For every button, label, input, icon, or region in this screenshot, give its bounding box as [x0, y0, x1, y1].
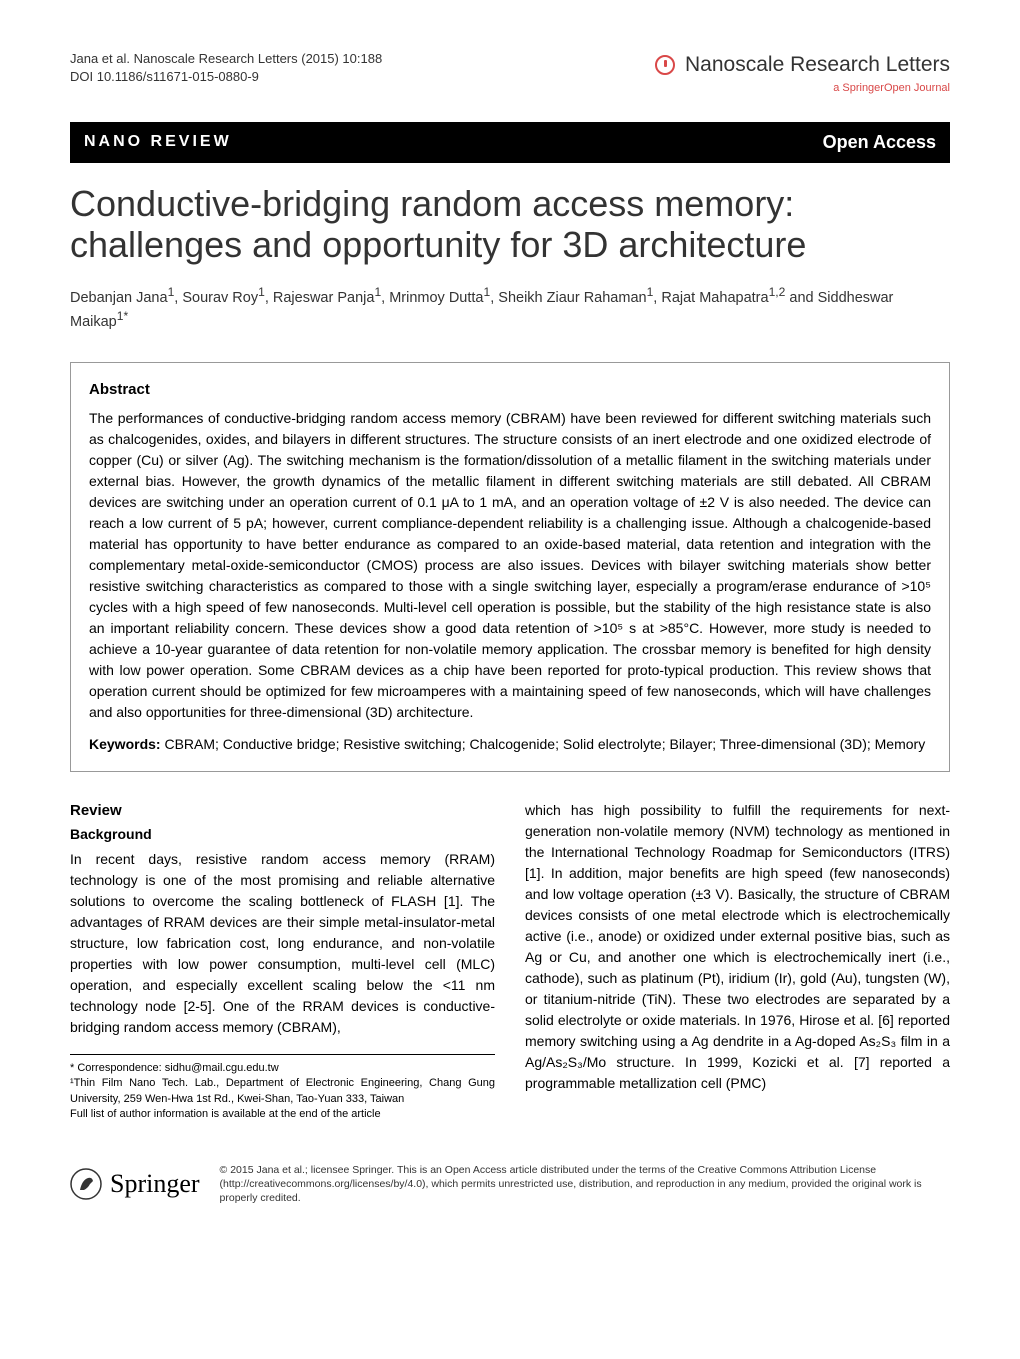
journal-subtitle: a SpringerOpen Journal	[655, 81, 950, 96]
abstract-heading: Abstract	[89, 379, 931, 400]
keywords-line: Keywords: CBRAM; Conductive bridge; Resi…	[89, 735, 931, 755]
correspondence-block: * Correspondence: sidhu@mail.cgu.edu.tw …	[70, 1054, 495, 1123]
column-right: which has high possibility to fulfill th…	[525, 800, 950, 1123]
review-heading: Review	[70, 800, 495, 823]
abstract-text: The performances of conductive-bridging …	[89, 408, 931, 723]
keywords-label: Keywords:	[89, 736, 161, 752]
keywords-values: CBRAM; Conductive bridge; Resistive swit…	[161, 736, 926, 752]
body-paragraph: In recent days, resistive random access …	[70, 849, 495, 1038]
abstract-box: Abstract The performances of conductive-…	[70, 362, 950, 772]
open-access-label: Open Access	[823, 130, 936, 155]
citation-block: Jana et al. Nanoscale Research Letters (…	[70, 50, 382, 86]
citation-line: Jana et al. Nanoscale Research Letters (…	[70, 50, 382, 68]
page-footer: Springer © 2015 Jana et al.; licensee Sp…	[70, 1153, 950, 1206]
body-columns: Review Background In recent days, resist…	[70, 800, 950, 1123]
journal-name: Nanoscale Research Letters	[655, 50, 950, 79]
article-title: Conductive-bridging random access memory…	[70, 183, 950, 266]
body-paragraph: which has high possibility to fulfill th…	[525, 800, 950, 1094]
category-bar: NANO REVIEW Open Access	[70, 122, 950, 163]
page-header: Jana et al. Nanoscale Research Letters (…	[70, 50, 950, 97]
category-label: NANO REVIEW	[84, 131, 232, 153]
journal-icon	[655, 55, 675, 75]
doi-line: DOI 10.1186/s11671-015-0880-9	[70, 68, 382, 86]
license-text: © 2015 Jana et al.; licensee Springer. T…	[220, 1163, 950, 1206]
journal-logo: Nanoscale Research Letters a SpringerOpe…	[655, 50, 950, 97]
journal-name-text: Nanoscale Research Letters	[685, 53, 950, 76]
background-heading: Background	[70, 824, 495, 845]
correspondence-affiliation: ¹Thin Film Nano Tech. Lab., Department o…	[70, 1076, 495, 1107]
springer-text: Springer	[110, 1166, 200, 1202]
correspondence-note: Full list of author information is avail…	[70, 1107, 495, 1122]
springer-logo: Springer	[70, 1166, 200, 1202]
springer-horse-icon	[70, 1168, 102, 1200]
column-left: Review Background In recent days, resist…	[70, 800, 495, 1123]
authors-list: Debanjan Jana1, Sourav Roy1, Rajeswar Pa…	[70, 284, 950, 332]
correspondence-email: * Correspondence: sidhu@mail.cgu.edu.tw	[70, 1061, 495, 1076]
